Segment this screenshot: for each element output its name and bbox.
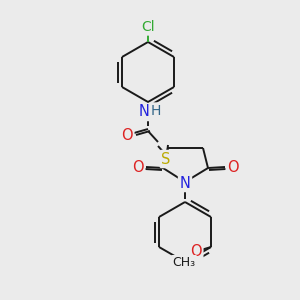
Text: N: N bbox=[139, 104, 149, 119]
Text: O: O bbox=[190, 244, 202, 260]
Text: O: O bbox=[121, 128, 133, 142]
Text: S: S bbox=[161, 152, 171, 166]
Text: Cl: Cl bbox=[141, 20, 155, 34]
Text: H: H bbox=[151, 104, 161, 118]
Text: CH₃: CH₃ bbox=[172, 256, 196, 269]
Text: O: O bbox=[132, 160, 144, 175]
Text: N: N bbox=[180, 176, 190, 190]
Text: O: O bbox=[227, 160, 239, 175]
